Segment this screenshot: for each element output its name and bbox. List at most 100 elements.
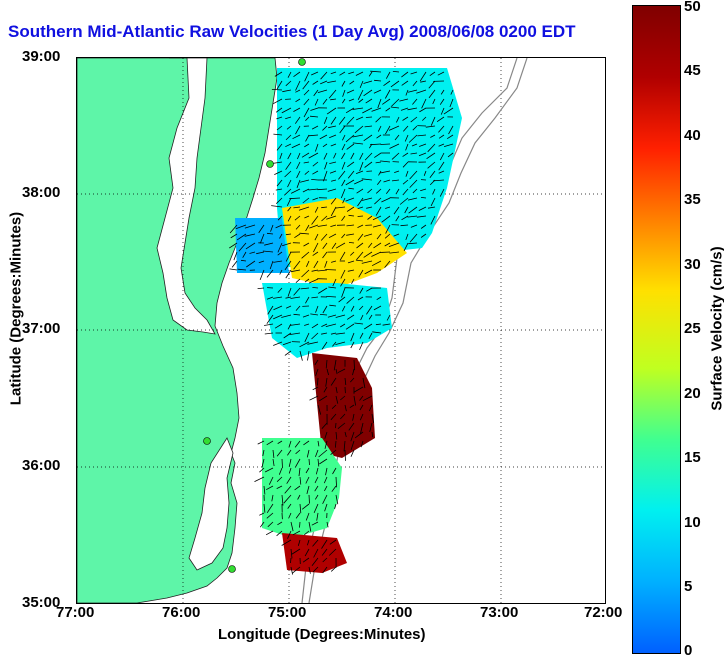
velocity-arrow [295, 449, 301, 455]
velocity-arrow [303, 107, 310, 118]
velocity-arrow [368, 332, 373, 339]
velocity-arrow [312, 161, 319, 167]
velocity-arrow [321, 539, 328, 549]
velocity-arrow [346, 89, 355, 94]
velocity-arrow [270, 224, 274, 232]
velocity-arrow [324, 431, 328, 439]
velocity-arrow [403, 242, 409, 252]
velocity-arrow [407, 215, 418, 218]
velocity-arrow [324, 260, 328, 268]
velocity-arrow [326, 296, 337, 298]
velocity-arrow [374, 152, 382, 158]
velocity-arrow [269, 260, 274, 270]
velocity-arrow [420, 80, 427, 83]
velocity-arrow [256, 251, 265, 255]
velocity-arrow [272, 449, 275, 458]
velocity-arrow [308, 134, 319, 137]
velocity-arrow [288, 458, 292, 467]
velocity-arrow [412, 188, 418, 194]
velocity-arrow [328, 89, 337, 99]
velocity-arrow [401, 215, 409, 221]
velocity-arrow [345, 179, 355, 186]
velocity-arrow [384, 89, 391, 99]
map-plot-area[interactable] [76, 57, 606, 604]
velocity-arrow [335, 422, 337, 429]
velocity-arrow [317, 224, 328, 227]
velocity-arrow [264, 467, 274, 473]
velocity-arrow [285, 233, 292, 236]
velocity-arrow [432, 98, 436, 105]
velocity-arrow [262, 250, 274, 253]
velocity-arrow [294, 440, 301, 448]
sound-water [188, 437, 234, 571]
velocity-arrow [366, 305, 373, 315]
velocity-arrow [307, 350, 310, 361]
velocity-arrow [341, 305, 346, 312]
velocity-arrow [346, 116, 355, 125]
velocity-arrow [330, 224, 337, 227]
velocity-arrow [402, 152, 409, 157]
colorbar-tick: 5 [684, 578, 693, 595]
velocity-arrow [388, 242, 400, 247]
velocity-arrow [399, 98, 409, 102]
velocity-arrow [266, 314, 274, 324]
velocity-arrow [341, 161, 346, 170]
velocity-arrow [412, 98, 418, 105]
velocity-arrow [264, 332, 274, 335]
velocity-arrow [419, 143, 427, 147]
velocity-arrow [416, 89, 427, 94]
velocity-arrow [292, 134, 301, 140]
colorbar [632, 5, 681, 654]
velocity-arrow [375, 161, 382, 164]
velocity-arrow [410, 116, 418, 123]
velocity-arrow [309, 115, 319, 118]
velocity-arrow [402, 116, 409, 121]
velocity-arrow [335, 368, 338, 375]
velocity-arrow [321, 548, 328, 556]
velocity-arrow [259, 269, 265, 281]
velocity-arrow [323, 386, 328, 393]
velocity-arrow [429, 170, 436, 178]
velocity-arrow [341, 179, 346, 187]
velocity-arrow [353, 359, 355, 371]
velocity-arrow [362, 377, 366, 389]
velocity-arrow [304, 323, 310, 326]
velocity-arrow [348, 422, 355, 431]
velocity-arrow [299, 521, 301, 528]
velocity-arrow [345, 197, 355, 202]
velocity-arrow [346, 296, 355, 304]
bay-water [156, 58, 216, 335]
velocity-arrow [330, 116, 337, 125]
velocity-arrow [430, 215, 436, 225]
colorbar-tick: 45 [684, 62, 701, 79]
velocity-arrow [304, 215, 310, 219]
velocity-arrow [367, 188, 373, 194]
velocity-arrow [285, 80, 292, 87]
velocity-arrow [438, 143, 445, 147]
velocity-arrow [355, 71, 364, 76]
velocity-arrow [443, 143, 454, 147]
velocity-arrow [293, 206, 301, 209]
velocity-arrow [335, 386, 338, 394]
velocity-arrow [410, 224, 418, 228]
velocity-arrow [385, 107, 391, 112]
velocity-arrow [367, 215, 373, 220]
velocity-arrow [308, 458, 310, 466]
velocity-arrow [311, 557, 319, 566]
velocity-arrow [276, 116, 283, 120]
velocity-arrow [349, 80, 355, 85]
velocity-arrow [361, 260, 373, 264]
velocity-arrow [439, 188, 445, 197]
velocity-arrow [369, 422, 373, 433]
velocity-arrow [293, 313, 301, 316]
velocity-arrow [330, 206, 337, 217]
velocity-arrow [276, 449, 283, 457]
velocity-arrow [391, 179, 400, 182]
velocity-arrow [342, 134, 346, 141]
velocity-arrow [298, 467, 301, 477]
velocity-arrow [259, 233, 265, 244]
velocity-arrow [283, 332, 292, 339]
velocity-arrow [295, 98, 301, 103]
velocity-arrow [407, 197, 418, 201]
velocity-arrow [326, 368, 329, 376]
